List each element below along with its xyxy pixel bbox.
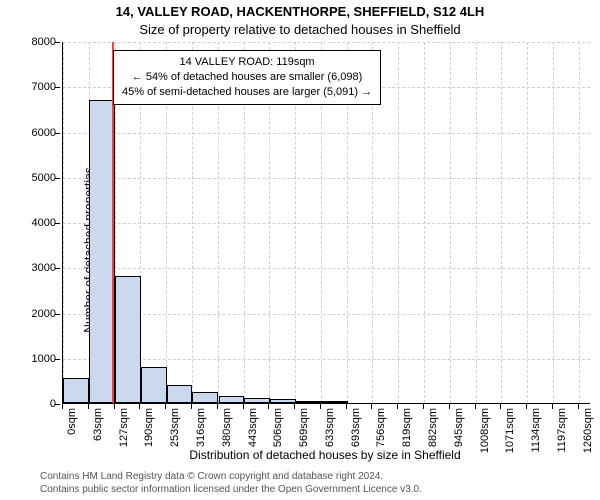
grid-vertical: [553, 42, 554, 403]
x-tick-mark: [320, 404, 321, 409]
plot-area: 14 VALLEY ROAD: 119sqm ← 54% of detached…: [62, 42, 590, 404]
grid-vertical: [501, 42, 502, 403]
x-tick-mark: [165, 404, 166, 409]
x-tick-mark: [346, 404, 347, 409]
x-tick-mark: [423, 404, 424, 409]
x-tick-mark: [62, 404, 63, 409]
footer-line1: Contains HM Land Registry data © Crown c…: [40, 470, 590, 483]
x-tick-mark: [449, 404, 450, 409]
histogram-bar: [322, 401, 348, 403]
grid-horizontal: [63, 223, 590, 224]
x-axis-label: Distribution of detached houses by size …: [60, 448, 590, 462]
grid-vertical: [424, 42, 425, 403]
x-tick-mark: [243, 404, 244, 409]
y-tick-label: 4000: [6, 217, 56, 229]
x-tick-mark: [500, 404, 501, 409]
histogram-bar: [219, 396, 245, 403]
x-tick-mark: [371, 404, 372, 409]
grid-vertical: [476, 42, 477, 403]
x-tick-label: 1134sqm: [530, 408, 542, 452]
grid-horizontal: [63, 178, 590, 179]
x-tick-mark: [552, 404, 553, 409]
x-tick-mark: [139, 404, 140, 409]
x-tick-label: 127sqm: [118, 408, 130, 447]
chart-subtitle: Size of property relative to detached ho…: [0, 22, 600, 37]
grid-horizontal: [63, 133, 590, 134]
y-tick-label: 3000: [6, 262, 56, 274]
x-tick-label: 1071sqm: [504, 408, 516, 453]
grid-vertical: [63, 42, 64, 403]
x-tick-label: 1008sqm: [479, 408, 491, 453]
grid-vertical: [450, 42, 451, 403]
chart-title-address: 14, VALLEY ROAD, HACKENTHORPE, SHEFFIELD…: [0, 4, 600, 19]
x-tick-label: 945sqm: [453, 408, 465, 447]
grid-horizontal: [63, 42, 590, 43]
y-tick-label: 8000: [6, 36, 56, 48]
x-tick-label: 253sqm: [169, 408, 181, 447]
histogram-bar: [244, 398, 270, 403]
x-tick-label: 819sqm: [401, 408, 413, 447]
x-tick-label: 1260sqm: [582, 408, 594, 453]
x-tick-label: 693sqm: [350, 408, 362, 447]
y-tick-label: 2000: [6, 308, 56, 320]
x-tick-mark: [217, 404, 218, 409]
grid-vertical: [398, 42, 399, 403]
grid-vertical: [579, 42, 580, 403]
x-tick-mark: [294, 404, 295, 409]
y-tick-label: 5000: [6, 172, 56, 184]
x-tick-mark: [268, 404, 269, 409]
y-tick-label: 6000: [6, 127, 56, 139]
x-tick-mark: [191, 404, 192, 409]
x-tick-mark: [88, 404, 89, 409]
y-tick-label: 0: [6, 398, 56, 410]
histogram-bar: [63, 378, 89, 403]
x-tick-label: 63sqm: [92, 408, 104, 441]
x-tick-label: 633sqm: [324, 408, 336, 447]
x-tick-label: 316sqm: [195, 408, 207, 447]
x-tick-label: 0sqm: [66, 408, 78, 435]
x-tick-label: 190sqm: [143, 408, 155, 447]
annotation-line2: ← 54% of detached houses are smaller (6,…: [122, 70, 372, 85]
grid-horizontal: [63, 359, 590, 360]
x-tick-mark: [114, 404, 115, 409]
x-tick-label: 380sqm: [221, 408, 233, 447]
histogram-bar: [192, 392, 218, 403]
annotation-line1: 14 VALLEY ROAD: 119sqm: [122, 55, 372, 70]
x-tick-label: 506sqm: [272, 408, 284, 447]
histogram-bar: [141, 367, 167, 403]
y-tick-label: 7000: [6, 81, 56, 93]
x-ticks: 0sqm 63sqm 127sqm 190sqm 253sqm 316sqm 380sqm 4…: [62, 404, 590, 454]
grid-horizontal: [63, 314, 590, 315]
annotation-line3: 45% of semi-detached houses are larger (…: [122, 85, 372, 100]
annotation-box: 14 VALLEY ROAD: 119sqm ← 54% of detached…: [113, 50, 381, 105]
footer-attribution: Contains HM Land Registry data © Crown c…: [40, 470, 590, 496]
x-tick-mark: [526, 404, 527, 409]
histogram-bar: [115, 276, 141, 403]
x-tick-label: 569sqm: [298, 408, 310, 447]
histogram-bar: [270, 399, 296, 403]
x-tick-label: 882sqm: [427, 408, 439, 447]
x-tick-label: 443sqm: [247, 408, 259, 447]
x-tick-mark: [578, 404, 579, 409]
y-ticks: 010002000300040005000600070008000: [0, 42, 60, 404]
x-tick-mark: [397, 404, 398, 409]
histogram-bar: [89, 100, 115, 403]
chart-container: 14, VALLEY ROAD, HACKENTHORPE, SHEFFIELD…: [0, 0, 600, 500]
footer-line2: Contains public sector information licen…: [40, 483, 590, 496]
histogram-bar: [296, 401, 322, 403]
y-tick-label: 1000: [6, 353, 56, 365]
x-tick-label: 756sqm: [375, 408, 387, 447]
histogram-bar: [167, 385, 193, 403]
x-tick-label: 1197sqm: [556, 408, 568, 452]
grid-vertical: [527, 42, 528, 403]
grid-horizontal: [63, 268, 590, 269]
x-tick-mark: [475, 404, 476, 409]
